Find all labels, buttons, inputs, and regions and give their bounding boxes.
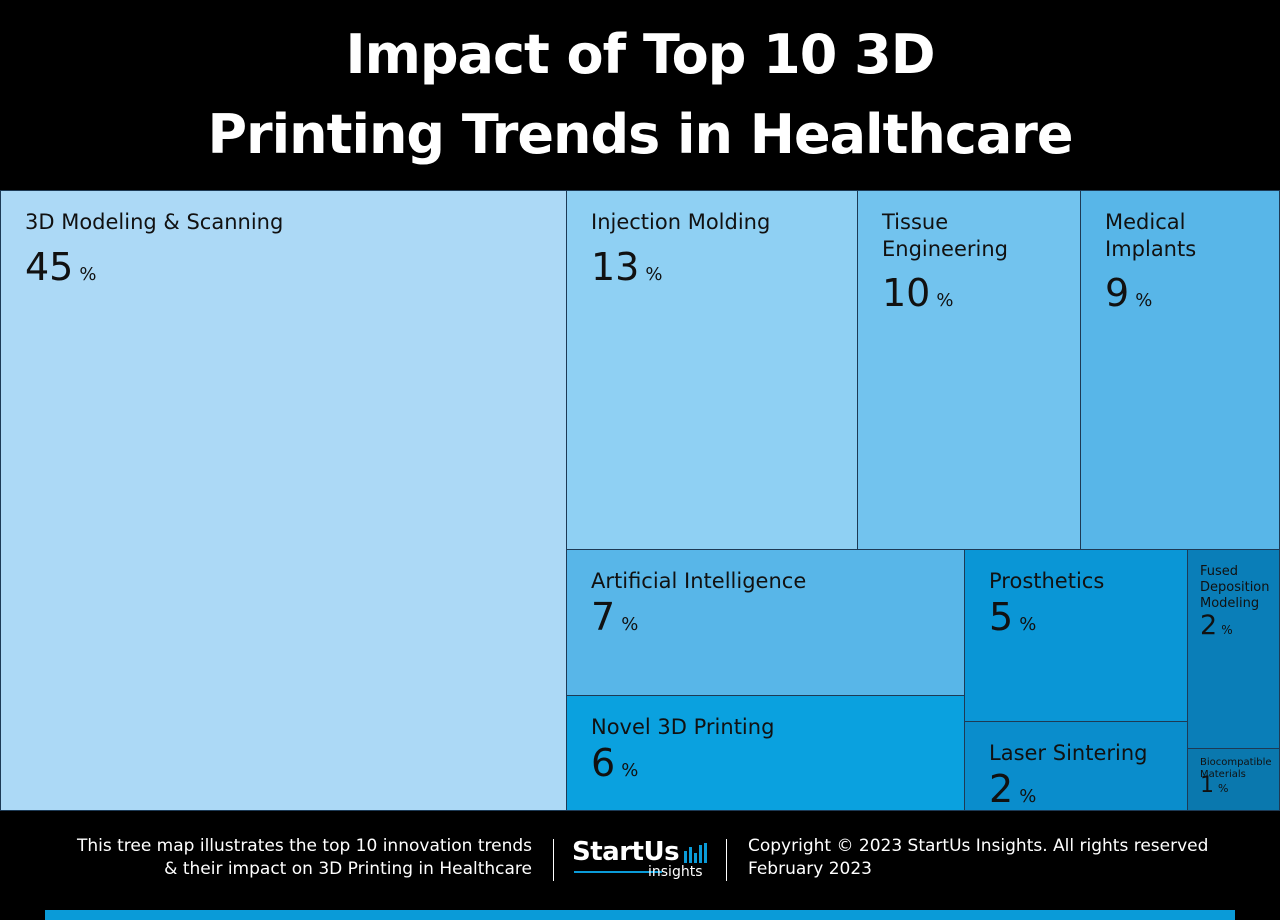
value-number: 6 [591,741,616,785]
value-number: 45 [25,245,74,289]
treemap-cell-value: 5% [989,595,1036,639]
treemap-cell-fused-deposition-modeling: Fused Deposition Modeling 2% [1187,549,1280,749]
title-line-2: Printing Trends in Healthcare [207,103,1073,166]
treemap-cell-label: Biocompatible Materials [1200,757,1272,780]
footer-description: This tree map illustrates the top 10 inn… [20,835,532,881]
treemap-cell-value: 9% [1105,271,1152,315]
treemap-cell-label: Laser Sintering [989,741,1148,765]
value-number: 10 [882,271,931,315]
logo-underline [574,871,662,873]
value-unit: % [621,760,639,781]
treemap-cell-3d-modeling-scanning: 3D Modeling & Scanning 45% [0,190,567,811]
value-unit: % [1135,290,1153,311]
treemap-cell-value: 10% [882,271,953,315]
bar-chart-icon [684,843,707,863]
footer-divider-left [553,839,554,881]
footer-description-line-1: This tree map illustrates the top 10 inn… [76,836,532,856]
treemap-cell-value: 7% [591,595,638,639]
treemap-cell-value: 6% [591,741,638,785]
value-number: 2 [989,767,1014,811]
value-number: 2 [1200,610,1218,641]
value-number: 5 [989,595,1014,639]
logo-subtitle: insights [648,864,703,880]
logo-name: StartUs [572,837,680,867]
treemap-cell-label: Fused Deposition Modeling [1200,564,1270,611]
value-unit: % [936,290,954,311]
treemap-cell-biocompatible-materials: Biocompatible Materials 1% [1187,748,1280,811]
title-line-1: Impact of Top 10 3D [345,23,935,86]
value-number: 9 [1105,271,1130,315]
value-unit: % [1019,786,1037,807]
footer-divider-right [726,839,727,881]
copyright-text: Copyright © 2023 StartUs Insights. All r… [748,836,1209,856]
value-unit: % [1218,782,1229,795]
treemap-cell-label: Medical Implants [1105,210,1197,261]
treemap-cell-tissue-engineering: Tissue Engineering 10% [857,190,1081,550]
treemap-cell-label: Prosthetics [989,569,1105,593]
treemap-cell-value: 45% [25,245,96,289]
treemap-cell-medical-implants: Medical Implants 9% [1080,190,1280,550]
chart-title: Impact of Top 10 3D Printing Trends in H… [0,0,1280,190]
bottom-accent-bar [45,910,1235,920]
value-unit: % [79,264,97,285]
treemap-cell-label: Novel 3D Printing [591,715,775,739]
footer: This tree map illustrates the top 10 inn… [0,811,1280,920]
value-unit: % [1019,614,1037,635]
treemap-cell-label: Injection Molding [591,210,771,234]
value-unit: % [621,614,639,635]
treemap-cell-prosthetics: Prosthetics 5% [964,549,1188,722]
treemap-cell-artificial-intelligence: Artificial Intelligence 7% [566,549,965,696]
treemap-cell-label: 3D Modeling & Scanning [25,210,284,234]
treemap-cell-laser-sintering: Laser Sintering 2% [964,721,1188,811]
value-number: 7 [591,595,616,639]
treemap-cell-label: Artificial Intelligence [591,569,807,593]
footer-copyright-block: Copyright © 2023 StartUs Insights. All r… [748,835,1268,881]
treemap: 3D Modeling & Scanning 45% Injection Moldi… [0,190,1280,811]
treemap-cell-value: 2% [989,767,1037,811]
treemap-cell-value: 13% [591,245,662,289]
value-number: 13 [591,245,640,289]
treemap-cell-value: 1% [1200,773,1228,798]
treemap-cell-novel-3d-printing: Novel 3D Printing 6% [566,695,965,811]
value-unit: % [645,264,663,285]
treemap-cell-injection-molding: Injection Molding 13% [566,190,858,550]
footer-description-line-2: & their impact on 3D Printing in Healthc… [164,859,532,879]
treemap-cell-value: 2% [1200,610,1233,641]
value-number: 1 [1200,773,1214,798]
value-unit: % [1221,623,1233,637]
date-text: February 2023 [748,859,872,879]
treemap-cell-label: Tissue Engineering [882,210,1008,261]
startus-insights-logo: StartUs insights [572,837,712,887]
